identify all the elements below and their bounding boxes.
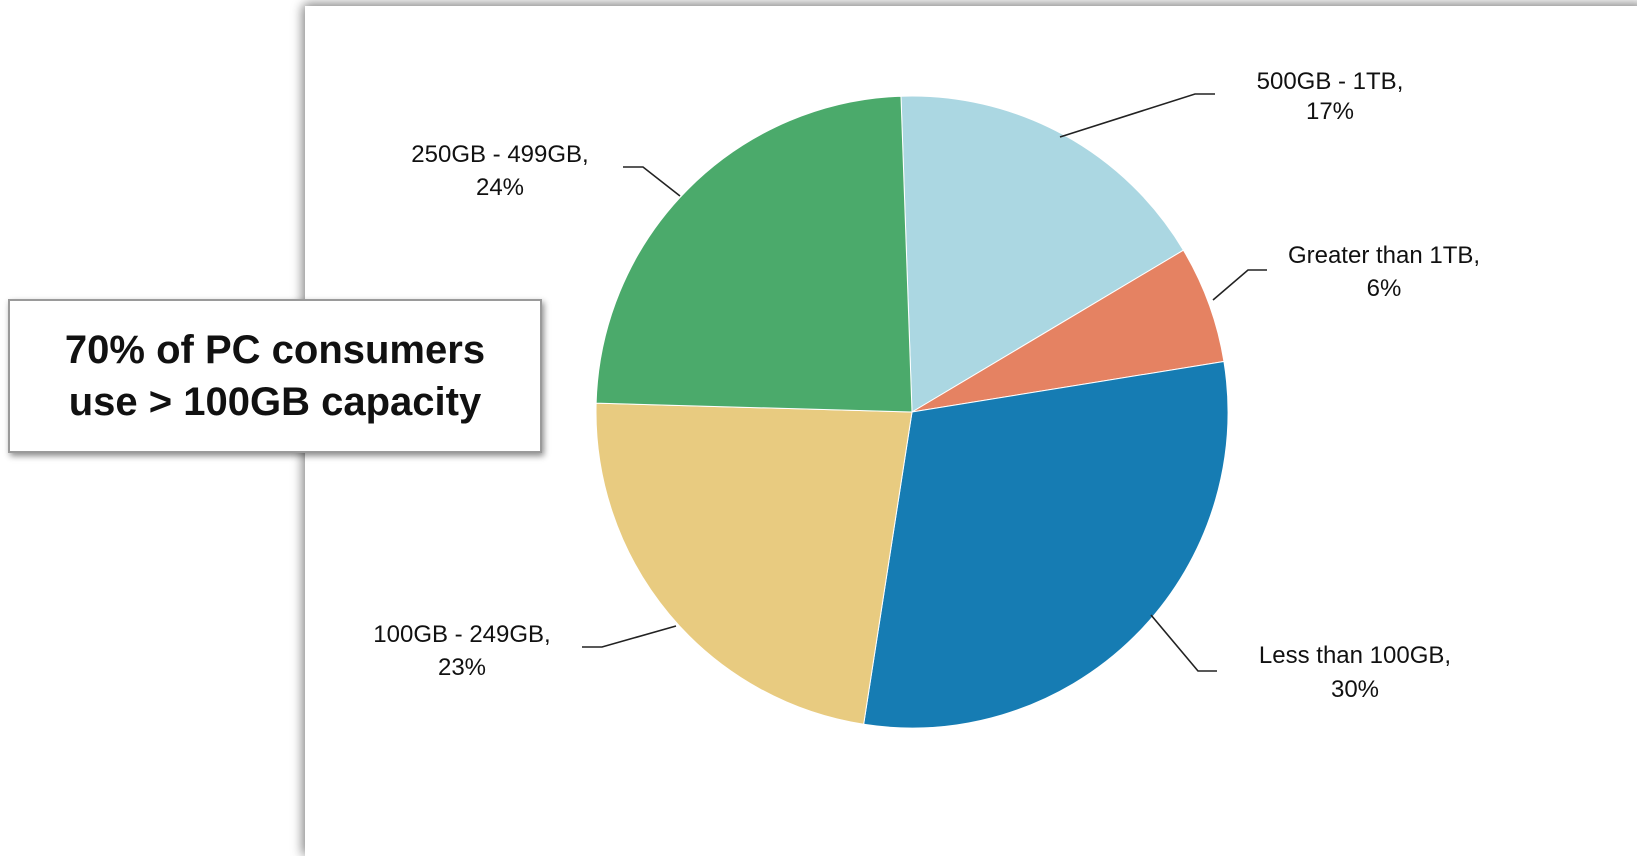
pie-slice-4 — [595, 95, 913, 413]
slice-labels: 500GB - 1TB, 17% Greater than 1TB, 6% Less t… — [373, 68, 1480, 703]
slice-percent-4: 24% — [476, 174, 524, 201]
pie-chart: 500GB - 1TB, 17% Greater than 1TB, 6% Less t… — [373, 68, 1480, 729]
slice-percent-2: 30% — [1331, 676, 1379, 703]
leader-line-3 — [582, 625, 677, 648]
leader-line-0 — [1059, 93, 1215, 138]
pie-slice-3 — [595, 402, 913, 725]
slice-label-0: 500GB - 1TB, — [1257, 68, 1404, 95]
callout-box: 70% of PC consumers use > 100GB capacity — [8, 299, 542, 453]
leader-lines — [582, 93, 1267, 672]
callout-line-2: use > 100GB capacity — [68, 380, 482, 424]
leader-line-2 — [1150, 614, 1217, 672]
slice-label-4: 250GB - 499GB, — [411, 141, 588, 168]
pie-slice-0 — [900, 95, 1185, 413]
pie-slices — [595, 95, 1229, 729]
slice-label-2: Less than 100GB, — [1259, 642, 1451, 669]
slice-label-3: 100GB - 249GB, — [373, 621, 550, 648]
leader-line-1 — [1212, 269, 1267, 301]
slice-percent-0: 17% — [1306, 98, 1354, 125]
pie-slice-2 — [863, 360, 1229, 729]
pie-slice-1 — [911, 249, 1225, 413]
slice-percent-1: 6% — [1367, 275, 1402, 302]
slice-percent-3: 23% — [438, 654, 486, 681]
callout-line-1: 70% of PC consumers — [64, 328, 486, 372]
chart-panel: 500GB - 1TB, 17% Greater than 1TB, 6% Less t… — [305, 6, 1637, 856]
leader-line-4 — [623, 166, 681, 197]
slice-label-1: Greater than 1TB, — [1288, 242, 1480, 269]
